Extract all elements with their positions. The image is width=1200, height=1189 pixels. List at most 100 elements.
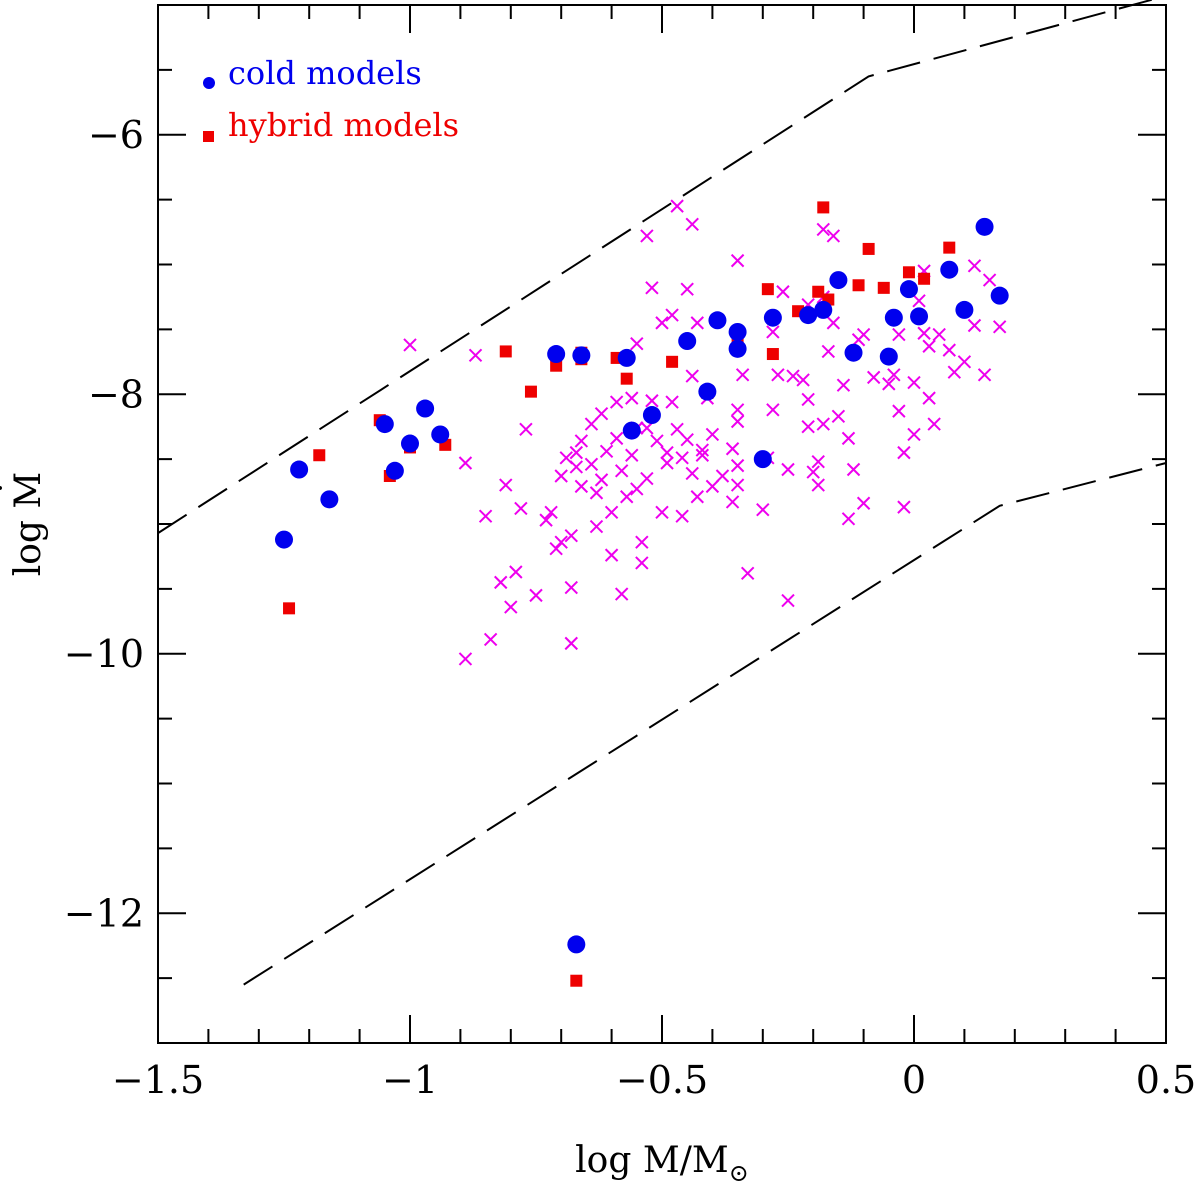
cold-model-point — [622, 421, 641, 440]
observation-point — [675, 509, 689, 523]
y-axis-label-main: log — [8, 509, 49, 577]
observation-point — [569, 445, 584, 460]
hybrid-model-point — [620, 372, 633, 385]
hybrid-model-point — [812, 285, 825, 298]
x-axis-label: log M/M⊙ — [575, 1140, 749, 1187]
observation-point — [660, 456, 674, 470]
observation-point — [554, 469, 568, 483]
observation-point — [645, 281, 659, 295]
observation-point — [892, 327, 906, 342]
axis-ticks — [157, 4, 1167, 1044]
observation-point — [504, 600, 518, 614]
observation-point — [730, 458, 745, 473]
cold-model-point — [275, 530, 293, 549]
cold-model-point — [698, 382, 717, 401]
observation-point — [816, 222, 830, 237]
hybrid-model-point — [852, 279, 865, 292]
observation-point — [705, 479, 720, 494]
plot-frame — [157, 4, 1167, 1044]
observation-point — [609, 431, 624, 446]
x-tick-label: 0 — [902, 1058, 926, 1102]
cold-model-point — [829, 271, 848, 290]
observation-point — [519, 422, 533, 436]
observation-point — [947, 365, 962, 379]
observation-point — [564, 580, 578, 595]
hybrid-model-point — [877, 281, 890, 294]
cold-model-point — [431, 425, 450, 444]
cold-model-point — [617, 348, 636, 367]
observation-point — [907, 375, 921, 390]
hybrid-model-point — [862, 242, 875, 255]
observation-point — [584, 457, 599, 472]
observation-point — [801, 419, 815, 434]
hybrid-model-point — [766, 348, 779, 361]
observation-point — [766, 403, 780, 417]
observation-point — [695, 443, 710, 457]
observation-point — [665, 395, 679, 409]
observation-point — [740, 566, 755, 581]
cold-model-point — [799, 306, 818, 325]
observation-point — [564, 528, 578, 543]
observation-point — [589, 486, 604, 500]
cold-model-point — [678, 332, 697, 351]
observation-point — [675, 451, 689, 465]
lower-boundary-line — [243, 462, 1167, 986]
observation-point — [811, 455, 825, 469]
legend-hybrid-label: hybrid models — [228, 106, 459, 144]
observation-point — [967, 318, 982, 333]
observation-point — [594, 407, 609, 421]
observation-point — [730, 414, 745, 429]
observation-point — [977, 368, 992, 382]
observation-point — [458, 456, 473, 470]
observation-point — [630, 482, 644, 496]
cold-model-point — [975, 217, 994, 236]
observation-point — [458, 652, 473, 666]
cold-model-point — [844, 343, 863, 362]
observation-point — [635, 556, 649, 570]
observation-point — [887, 368, 901, 382]
tick-labels: −1.5 −1 −0.5 0 0.5 −12 −10 −8 −6 — [64, 113, 1196, 1102]
legend-cold-marker — [203, 77, 215, 89]
observation-point — [856, 496, 871, 510]
observation-point — [730, 478, 745, 492]
cold-model-point — [879, 347, 898, 366]
cold-model-point — [884, 308, 903, 327]
cold-model-point — [642, 406, 661, 425]
observation-point — [640, 471, 654, 486]
observation-point — [781, 462, 795, 477]
observation-point — [771, 368, 785, 382]
observation-point — [609, 395, 624, 409]
observation-point — [816, 417, 830, 431]
y-tick-label: −8 — [88, 372, 144, 416]
observation-point — [982, 273, 997, 287]
observation-point — [630, 336, 644, 351]
observation-point — [821, 344, 836, 359]
cold-model-point — [572, 346, 591, 365]
observation-point — [690, 316, 704, 330]
observation-point — [614, 464, 629, 478]
observation-point — [846, 462, 861, 477]
x-tick-label: −1.5 — [112, 1058, 204, 1102]
legend-cold-label: cold models — [228, 54, 422, 92]
observation-point — [655, 316, 669, 330]
observation-point — [897, 445, 911, 460]
cold-model-point — [763, 308, 782, 327]
observation-point — [957, 355, 972, 369]
observation-point — [468, 348, 483, 363]
observation-point — [685, 466, 699, 481]
observation-point — [539, 513, 553, 527]
x-axis-label-main: log M/M — [575, 1140, 729, 1181]
observation-point — [841, 431, 856, 446]
observation-point — [665, 308, 679, 322]
observation-point — [685, 369, 699, 383]
observation-point — [836, 378, 851, 392]
observation-point — [907, 427, 921, 442]
cold-model-point — [910, 307, 929, 326]
observation-point — [897, 500, 911, 514]
y-tick-label: −12 — [64, 891, 144, 935]
cold-circles-layer — [275, 217, 1009, 954]
observation-point — [660, 445, 674, 460]
observation-point — [549, 541, 563, 556]
cold-model-point — [990, 286, 1009, 305]
observation-point — [544, 505, 558, 520]
